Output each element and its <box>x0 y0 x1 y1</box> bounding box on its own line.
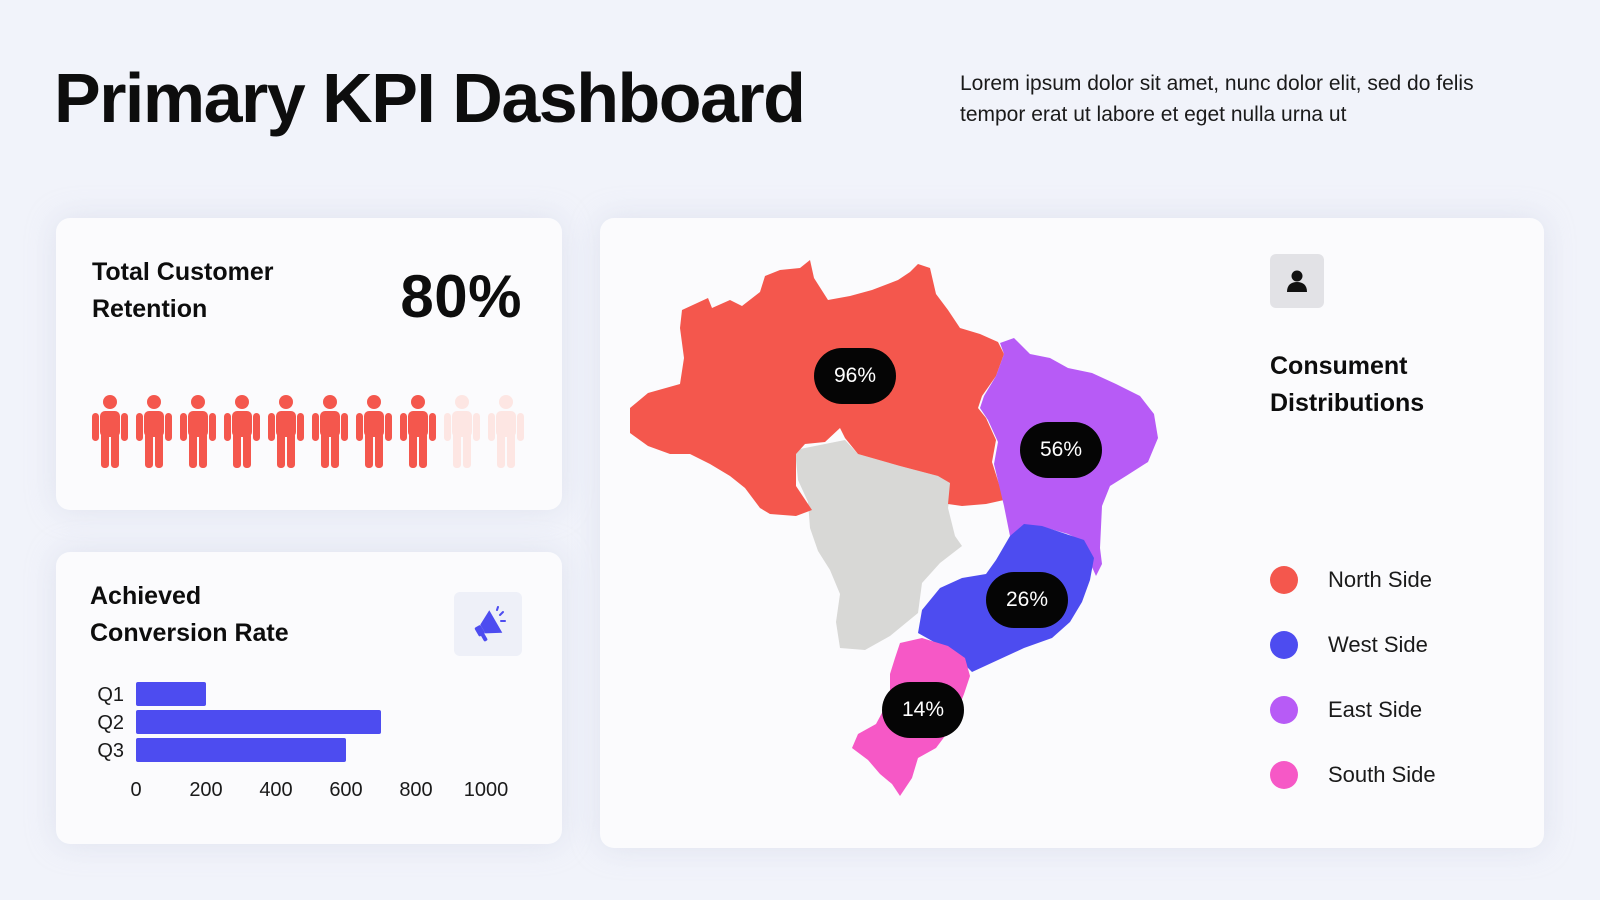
bar-q1 <box>136 682 206 706</box>
legend-item-north: North Side <box>1270 566 1432 594</box>
bar-q3 <box>136 738 346 762</box>
bar-category-label: Q1 <box>97 684 124 706</box>
bar-category-label: Q2 <box>97 712 124 734</box>
person-icon <box>312 395 348 468</box>
x-tick-label: 600 <box>329 779 362 801</box>
conversion-bar-chart: Q1 Q2 Q3 0 200 400 600 800 1000 <box>97 682 509 801</box>
person-icon <box>92 395 128 468</box>
person-icon <box>444 395 480 468</box>
x-tick-label: 800 <box>399 779 432 801</box>
user-tile <box>1270 254 1324 308</box>
legend-item-south: South Side <box>1270 761 1436 789</box>
retention-card: Total Customer Retention 80% <box>56 218 562 510</box>
legend-dot-south <box>1270 761 1298 789</box>
bar-q2 <box>136 710 381 734</box>
x-tick-label: 0 <box>130 779 141 801</box>
megaphone-icon <box>474 606 506 642</box>
person-icon <box>180 395 216 468</box>
legend-dot-west <box>1270 631 1298 659</box>
distribution-title-line2: Distributions <box>1270 389 1425 417</box>
retention-value: 80% <box>400 263 522 330</box>
page-description: Lorem ipsum dolor sit amet, nunc dolor e… <box>960 72 1474 126</box>
person-icon <box>268 395 304 468</box>
page-title: Primary KPI Dashboard <box>54 59 806 137</box>
retention-people-row <box>90 394 526 470</box>
x-tick-label: 1000 <box>464 779 509 801</box>
legend-item-west: West Side <box>1270 631 1428 659</box>
person-icon <box>400 395 436 468</box>
map-region-center <box>795 440 962 650</box>
distribution-title: Consument Distributions <box>1270 348 1530 422</box>
distribution-title-line1: Consument <box>1270 352 1408 380</box>
retention-title: Total Customer Retention <box>92 254 352 328</box>
legend-label-north: North Side <box>1328 567 1432 592</box>
legend-dot-north <box>1270 566 1298 594</box>
person-icon <box>488 395 524 468</box>
conversion-card: Achieved Conversion Rate Q1 Q2 Q3 0 200 400 60… <box>56 552 562 844</box>
retention-title-line1: Total Customer <box>92 258 274 286</box>
person-icon <box>136 395 172 468</box>
person-icon <box>224 395 260 468</box>
brazil-region-map <box>630 260 1158 796</box>
x-tick-label: 200 <box>189 779 222 801</box>
legend-label-west: West Side <box>1328 632 1428 657</box>
north-side-percent: 96% <box>814 348 896 404</box>
user-icon <box>1287 270 1307 292</box>
distribution-card: 96% 56% 26% 14% Consument Distributions … <box>600 218 1544 848</box>
legend-item-east: East Side <box>1270 696 1422 724</box>
east-side-percent: 56% <box>1020 422 1102 478</box>
legend-label-east: East Side <box>1328 697 1423 722</box>
x-tick-label: 400 <box>259 779 292 801</box>
retention-title-line2: Retention <box>92 295 208 323</box>
person-icon <box>356 395 392 468</box>
conversion-title-line1: Achieved <box>90 582 202 610</box>
bar-category-label: Q3 <box>97 740 124 762</box>
south-side-percent: 14% <box>882 682 964 738</box>
west-side-percent: 26% <box>986 572 1068 628</box>
conversion-title: Achieved Conversion Rate <box>90 578 350 652</box>
legend-dot-east <box>1270 696 1298 724</box>
megaphone-tile <box>454 592 522 656</box>
conversion-title-line2: Conversion Rate <box>90 619 289 647</box>
legend-label-south: South Side <box>1328 762 1436 787</box>
